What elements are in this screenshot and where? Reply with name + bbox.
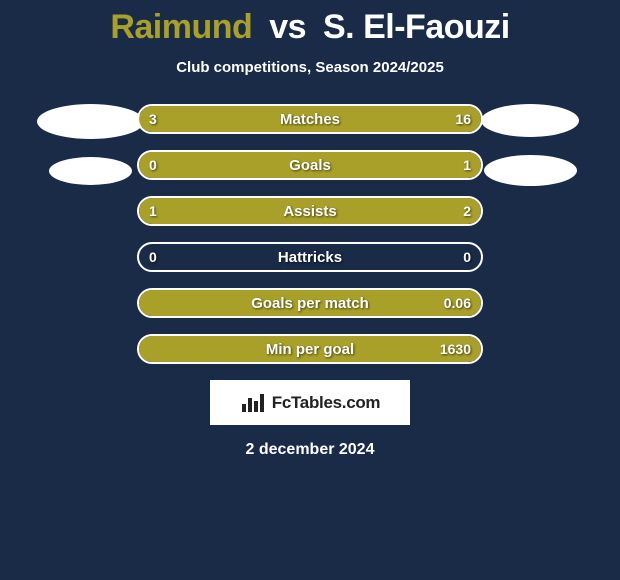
page-title: Raimund vs S. El-Faouzi <box>0 0 620 47</box>
site-logo[interactable]: FcTables.com <box>210 380 410 425</box>
bar-row: 1630Min per goal <box>137 334 483 364</box>
subtitle: Club competitions, Season 2024/2025 <box>0 59 620 76</box>
bar-row: 12Assists <box>137 196 483 226</box>
bar-value-right: 0 <box>463 244 471 270</box>
player1-avatar <box>37 104 144 139</box>
player1-club-badge <box>49 157 132 185</box>
bar-label: Hattricks <box>139 244 481 270</box>
bar-fill-right <box>194 106 481 132</box>
bar-fill-right <box>252 198 481 224</box>
bar-row: 316Matches <box>137 104 483 134</box>
player2-avatar <box>481 104 579 137</box>
bar-fill-left <box>139 106 194 132</box>
bar-fill-right <box>139 290 481 316</box>
player2-club-badge <box>484 155 577 186</box>
comparison-chart: 316Matches 01Goals 12Assists 0 0Hattricks 0.0… <box>30 104 590 364</box>
title-player2: S. El-Faouzi <box>323 8 510 46</box>
bar-fill-left <box>139 198 252 224</box>
bar-row: 0 0Hattricks <box>137 242 483 272</box>
bar-row: 01Goals <box>137 150 483 180</box>
bar-fill-right <box>139 336 481 362</box>
title-vs: vs <box>269 8 306 46</box>
bar-fill-right <box>139 152 481 178</box>
bar-chart-icon <box>240 392 268 414</box>
logo-text: FcTables.com <box>272 393 381 413</box>
avatar-column-right <box>470 104 590 186</box>
snapshot-date: 2 december 2024 <box>0 441 620 459</box>
bar-row: 0.06Goals per match <box>137 288 483 318</box>
title-player1: Raimund <box>110 8 252 46</box>
avatar-column-left <box>30 104 150 185</box>
bar-value-left: 0 <box>149 244 157 270</box>
bar-list: 316Matches 01Goals 12Assists 0 0Hattricks 0.0… <box>137 104 483 364</box>
